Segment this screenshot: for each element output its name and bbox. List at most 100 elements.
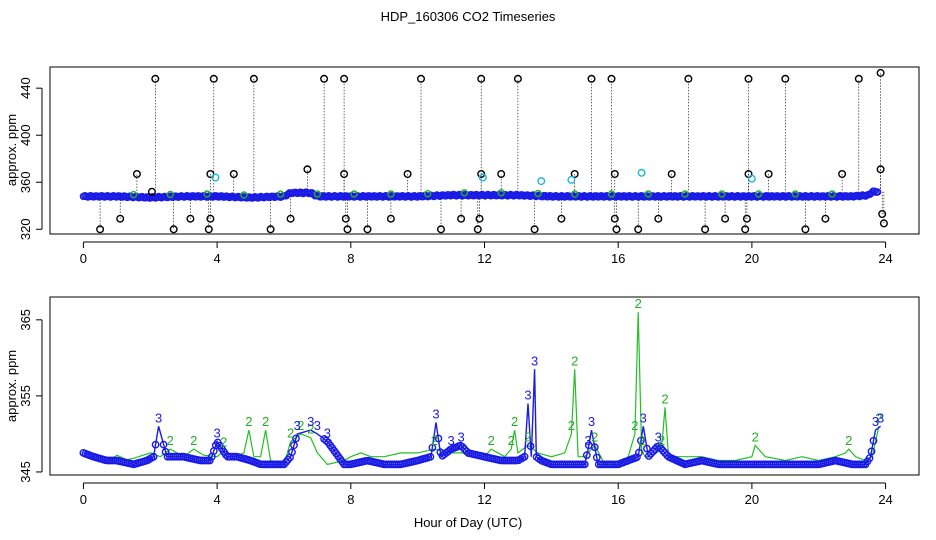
spike-point [403,169,412,178]
sensor-2-point [166,190,175,199]
series-2-label: 2 [568,418,575,433]
sensor-2-point [313,190,322,198]
series-2-label: 2 [571,353,578,368]
series-2-label: 2 [508,433,515,448]
sensor-2-point [129,190,138,199]
top-plot-frame [49,66,920,235]
x-tick-label: 12 [477,251,491,266]
spike-point [721,214,730,223]
spike-point [497,169,506,178]
series-2-label: 2 [297,418,304,433]
spike-point [169,225,178,234]
series-2-label: 2 [524,429,531,444]
series-3-point [428,443,437,452]
figure-title: HDP_160306 CO2 Timeseries [381,9,556,24]
series-3-point [869,436,878,445]
spike-point [612,225,621,234]
spike-point [854,74,863,83]
spike-point [340,74,349,83]
spike-point [151,74,160,83]
series-2-label: 2 [658,433,665,448]
spike-point [473,225,482,234]
series-3-label: 3 [307,414,314,429]
series-3-point [205,456,214,465]
spike-point [530,225,539,234]
spike-point [417,74,426,83]
series-3-label: 3 [877,410,884,425]
series-2-label: 2 [167,433,174,448]
x-tick-label: 4 [213,251,220,266]
spike-point [116,214,125,223]
spike-point [587,74,596,83]
y-tick-label: 355 [18,385,33,407]
series-3-point [282,458,290,466]
x-tick-label: 8 [347,251,354,266]
series-3-point [592,453,601,462]
series-3-point [649,447,657,456]
sensor-2-point [754,190,763,198]
sensor-2-point [534,189,542,198]
series-3-point [280,460,288,469]
series-3-label: 3 [324,426,331,441]
x-tick-label: 20 [745,492,759,507]
sensor-2-point [276,190,285,198]
series-3-point [292,434,300,443]
x-tick-label: 20 [745,251,759,266]
series-2-label: 2 [638,433,645,448]
series-2-label: 2 [287,426,294,441]
series-3-label: 3 [314,418,321,433]
x-tick-label: 4 [213,492,220,507]
x-tick-label: 24 [878,251,892,266]
top-x-axis: 0 4 8 12 16 20 24 [80,241,893,266]
spike-point [667,169,676,178]
outlier-point [478,173,487,182]
spike-point [343,225,352,234]
series-3-point [659,446,667,455]
series-3-point [458,442,467,451]
series-3-label: 3 [584,433,591,448]
sensor-2-point [497,189,505,197]
series-3-point [520,452,529,461]
spike-point [838,169,847,178]
series-3-label: 3 [588,414,595,429]
spike-point [607,74,616,83]
sensor-2-point [424,189,432,198]
spike-point [610,214,619,223]
outlier-point [211,173,220,182]
sensor-2-point [718,190,726,198]
bottom-y-axis-label: approx. ppm [4,350,19,422]
spike-point [437,225,446,234]
spike-point [876,68,885,77]
series-3-label: 3 [524,388,531,403]
spike-point [570,169,579,178]
series-3-point [151,440,160,449]
spike-point [204,225,213,234]
series-3-point [426,452,435,461]
spike-point [557,214,566,223]
top-y-axis: 320 360 400 440 [18,77,43,240]
series-3-point [582,451,591,460]
spike-point [801,225,810,234]
x-tick-label: 8 [347,492,354,507]
top-baseline-points [79,187,882,202]
series-2-label: 2 [875,410,882,425]
series-2-label: 2 [845,433,852,448]
x-tick-label: 0 [80,251,87,266]
series-3-point [647,449,655,458]
series-3-line [83,369,882,466]
series-3-point [643,444,651,453]
spike-point [477,74,486,83]
top-panel: 0 4 8 12 16 20 24 320 360 400 440 approx. ppm [4,66,920,266]
spike-point [781,74,790,83]
x-tick-label: 16 [611,251,625,266]
series-2-label: 2 [511,414,518,429]
series-3-point [637,436,645,445]
top-y-axis-label: approx. ppm [4,114,19,186]
sensor-2-point [350,190,358,198]
series-2-label: 2 [488,433,495,448]
series-3-point [526,442,535,450]
series-3-label: 3 [294,418,301,433]
series-2-label: 2 [190,433,197,448]
